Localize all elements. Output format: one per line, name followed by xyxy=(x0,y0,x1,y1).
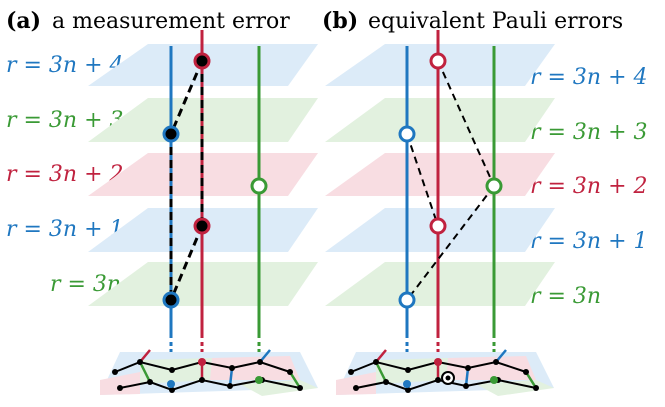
node-a-green-open xyxy=(250,177,268,195)
plane-b-0 xyxy=(325,262,555,306)
node-b-red-top xyxy=(429,52,447,70)
lattice-b xyxy=(336,349,554,396)
node-b-blue-3 xyxy=(398,125,416,143)
node-b-blue-0 xyxy=(398,291,416,309)
plane-b-3 xyxy=(325,98,555,142)
panel-a xyxy=(88,30,318,396)
panel-a-layer-labels: r = 3n + 4 r = 3n + 3 r = 3n + 2 r = 3n … xyxy=(6,53,124,297)
node-a-blue-0 xyxy=(162,291,180,309)
panel-b-title: (b) equivalent Pauli errors xyxy=(322,8,623,34)
panel-a-tag: (a) xyxy=(6,8,41,34)
layer-label-b-0: r = 3n xyxy=(530,284,601,309)
lattice-a xyxy=(100,349,318,396)
panel-b-layer-labels: r = 3n + 4 r = 3n + 3 r = 3n + 2 r = 3n … xyxy=(530,65,648,309)
panel-b-tag: (b) xyxy=(322,8,358,34)
layer-label-b-3: r = 3n + 3 xyxy=(530,120,648,145)
layer-label-a-4: r = 3n + 4 xyxy=(6,53,124,78)
layer-label-a-1: r = 3n + 1 xyxy=(6,217,124,242)
error-path-b xyxy=(406,60,495,301)
error-path-a xyxy=(169,60,204,301)
node-a-red-1 xyxy=(193,217,211,235)
panel-b xyxy=(325,30,555,396)
panel-a-title-text: a measurement error xyxy=(52,9,290,34)
layer-label-a-2: r = 3n + 2 xyxy=(6,162,124,187)
node-b-green-open xyxy=(485,177,503,195)
node-b-red-1 xyxy=(429,217,447,235)
layer-label-a-3: r = 3n + 3 xyxy=(6,108,124,133)
layer-label-b-1: r = 3n + 1 xyxy=(530,229,648,254)
node-a-red-top xyxy=(193,52,211,70)
layer-label-b-4: r = 3n + 4 xyxy=(530,65,648,90)
plane-b-2 xyxy=(325,153,555,196)
panel-a-title: (a) a measurement error xyxy=(6,8,290,34)
layer-label-b-2: r = 3n + 2 xyxy=(530,174,648,199)
node-a-blue-3 xyxy=(162,125,180,143)
panel-b-title-text: equivalent Pauli errors xyxy=(368,9,623,34)
